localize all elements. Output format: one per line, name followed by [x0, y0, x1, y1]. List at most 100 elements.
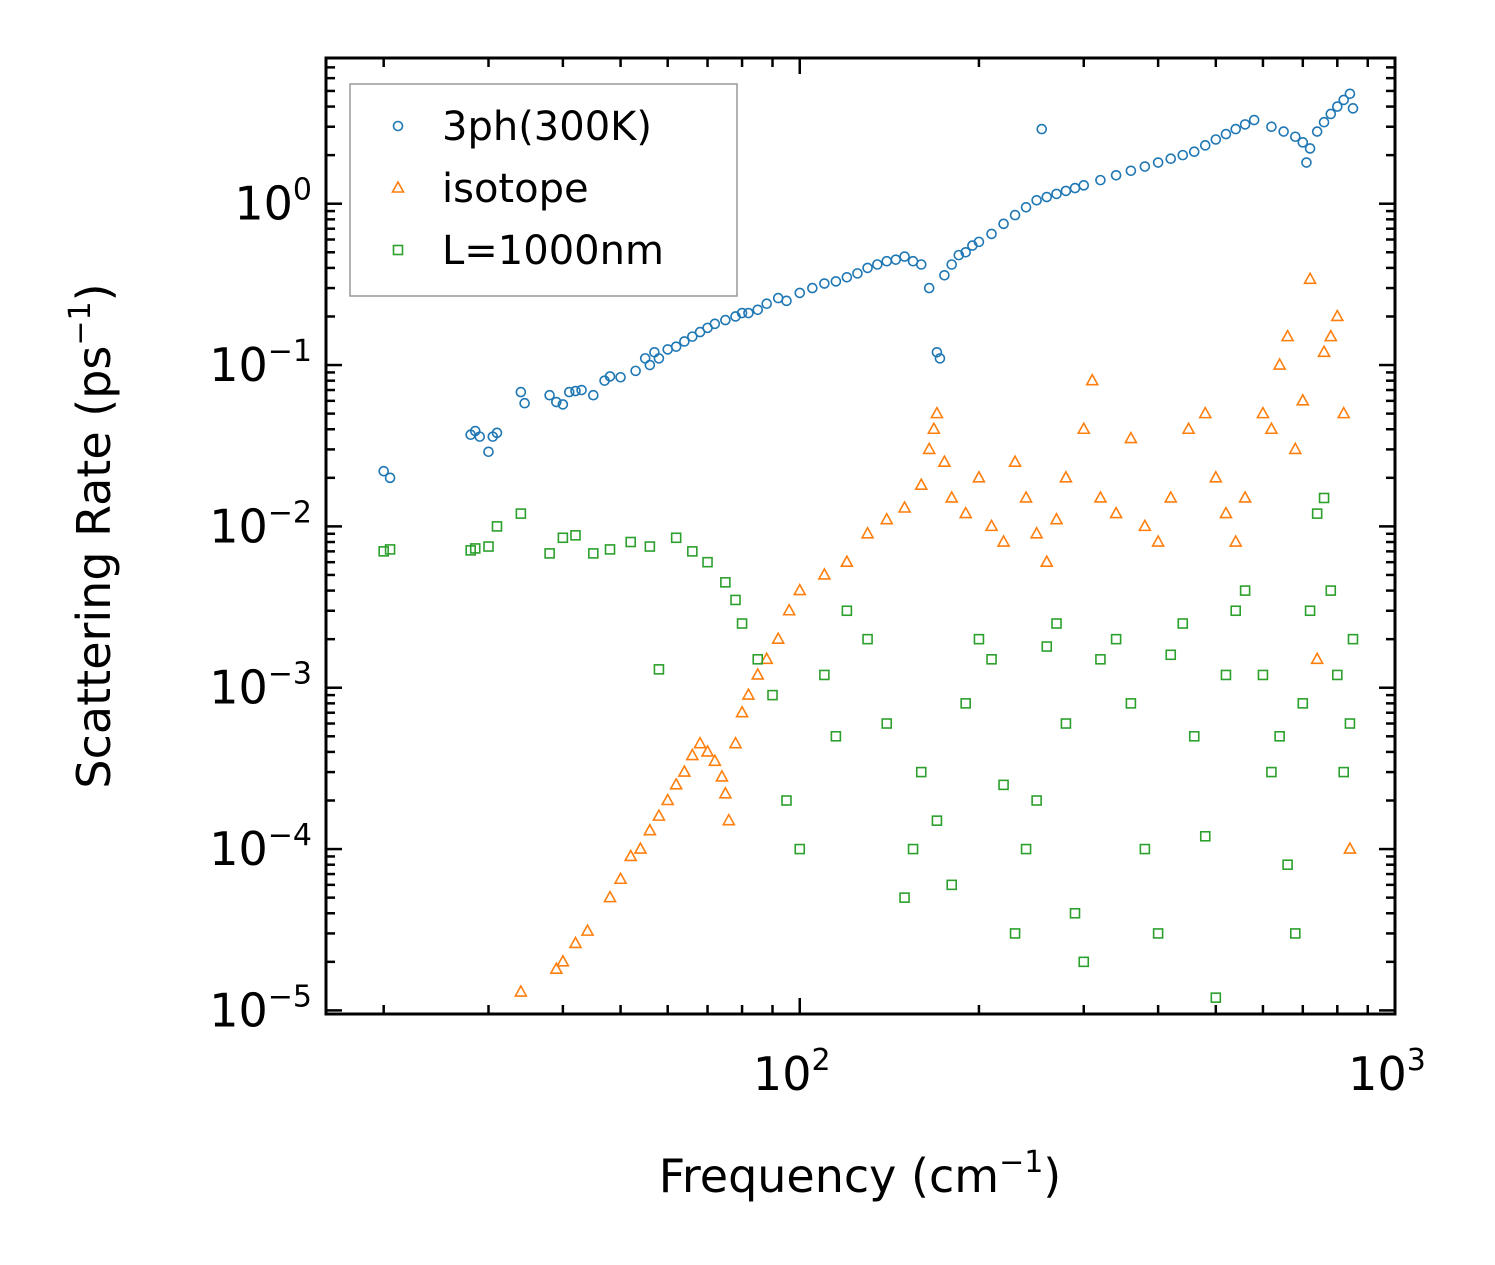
circle-point — [563, 386, 575, 398]
circle-point — [781, 295, 792, 307]
legend-square-marker — [392, 244, 404, 256]
x-tick-label: 103 — [1348, 1043, 1426, 1101]
circle-point — [576, 384, 587, 396]
triangle-point — [1219, 505, 1233, 519]
triangle-point — [580, 923, 595, 936]
square-point — [1338, 766, 1349, 778]
triangle-point — [759, 651, 774, 665]
circle-point — [1041, 191, 1053, 203]
circle-point — [1301, 157, 1312, 168]
plot-frame — [324, 56, 1397, 1016]
square-point — [767, 689, 778, 701]
square-point — [670, 532, 682, 544]
triangle-point — [556, 954, 570, 967]
triangle-point — [1029, 526, 1044, 539]
circle-point — [1060, 185, 1072, 197]
circle-point — [1248, 114, 1260, 126]
circle-point — [1095, 174, 1106, 186]
square-point — [1344, 718, 1356, 729]
square-point — [960, 698, 971, 709]
square-point — [1239, 585, 1251, 596]
circle-point — [1344, 88, 1356, 100]
circle-point — [604, 371, 616, 382]
square-point — [378, 546, 389, 557]
circle-point — [474, 431, 486, 442]
square-point — [881, 718, 893, 729]
square-point — [907, 843, 919, 855]
triangle-point — [568, 935, 583, 949]
square-point — [781, 795, 792, 806]
circle-point — [761, 298, 773, 310]
circle-point — [986, 228, 997, 240]
triangle-point — [792, 582, 807, 596]
circle-point — [1239, 119, 1251, 130]
square-point — [752, 654, 764, 665]
circle-point — [752, 304, 764, 316]
circle-point — [841, 271, 853, 283]
circle-point — [570, 385, 581, 397]
triangle-point — [715, 769, 729, 782]
square-point — [1152, 928, 1164, 939]
circle-point — [557, 399, 569, 410]
triangle-point — [1336, 405, 1351, 419]
circle-point — [519, 397, 530, 409]
square-point — [730, 594, 741, 606]
triangle-point — [922, 441, 937, 455]
y-tick-label: 100 — [234, 173, 312, 231]
triangle-point — [1049, 512, 1064, 525]
circle-point — [960, 246, 971, 258]
triangle-point — [677, 764, 692, 777]
square-point — [1290, 928, 1301, 939]
square-point — [1177, 618, 1189, 629]
triangle-point — [914, 477, 929, 490]
square-point — [604, 544, 616, 555]
square-point — [973, 633, 985, 645]
square-point — [1266, 766, 1277, 778]
triangle-point — [1181, 421, 1196, 435]
triangle-point — [693, 736, 707, 749]
triangle-point — [1085, 373, 1100, 386]
circle-point — [1188, 146, 1200, 158]
triangle-point — [930, 405, 944, 419]
square-point — [1020, 843, 1032, 855]
square-point — [384, 544, 396, 555]
circle-point — [644, 359, 656, 371]
square-point — [1041, 641, 1053, 652]
triangle-point — [1256, 405, 1270, 419]
circle-point — [736, 307, 748, 319]
triangle-point — [669, 777, 684, 790]
triangle-point — [1093, 490, 1108, 503]
triangle-point — [1039, 554, 1054, 567]
square-point — [946, 879, 957, 891]
square-point — [1297, 698, 1309, 709]
square-point — [544, 548, 555, 559]
triangle-point — [1124, 430, 1138, 444]
circle-point — [1278, 126, 1289, 137]
triangle-point — [996, 534, 1011, 547]
triangle-point — [927, 421, 941, 435]
square-point — [1031, 795, 1042, 806]
y-tick-label: 10−2 — [209, 495, 312, 553]
circle-point — [1139, 161, 1151, 172]
square-point — [1199, 830, 1211, 842]
square-point — [819, 669, 830, 681]
triangle-point — [944, 490, 959, 503]
square-point — [1069, 907, 1081, 919]
square-point — [687, 546, 698, 557]
square-point — [491, 521, 503, 532]
triangle-point — [514, 984, 528, 997]
triangle-point — [782, 603, 797, 616]
circle-point — [743, 307, 754, 319]
triangle-point — [1208, 470, 1223, 483]
square-point — [644, 541, 656, 552]
legend-entry: isotope — [391, 166, 589, 212]
triangle-point — [1059, 470, 1073, 483]
square-point — [1060, 718, 1072, 729]
triangle-point — [652, 808, 666, 821]
circle-point — [679, 336, 690, 347]
triangle-point — [718, 786, 733, 799]
triangle-point — [1163, 490, 1178, 503]
triangle-point — [741, 687, 756, 700]
triangle-point — [1264, 421, 1279, 435]
circle-point — [709, 318, 721, 330]
